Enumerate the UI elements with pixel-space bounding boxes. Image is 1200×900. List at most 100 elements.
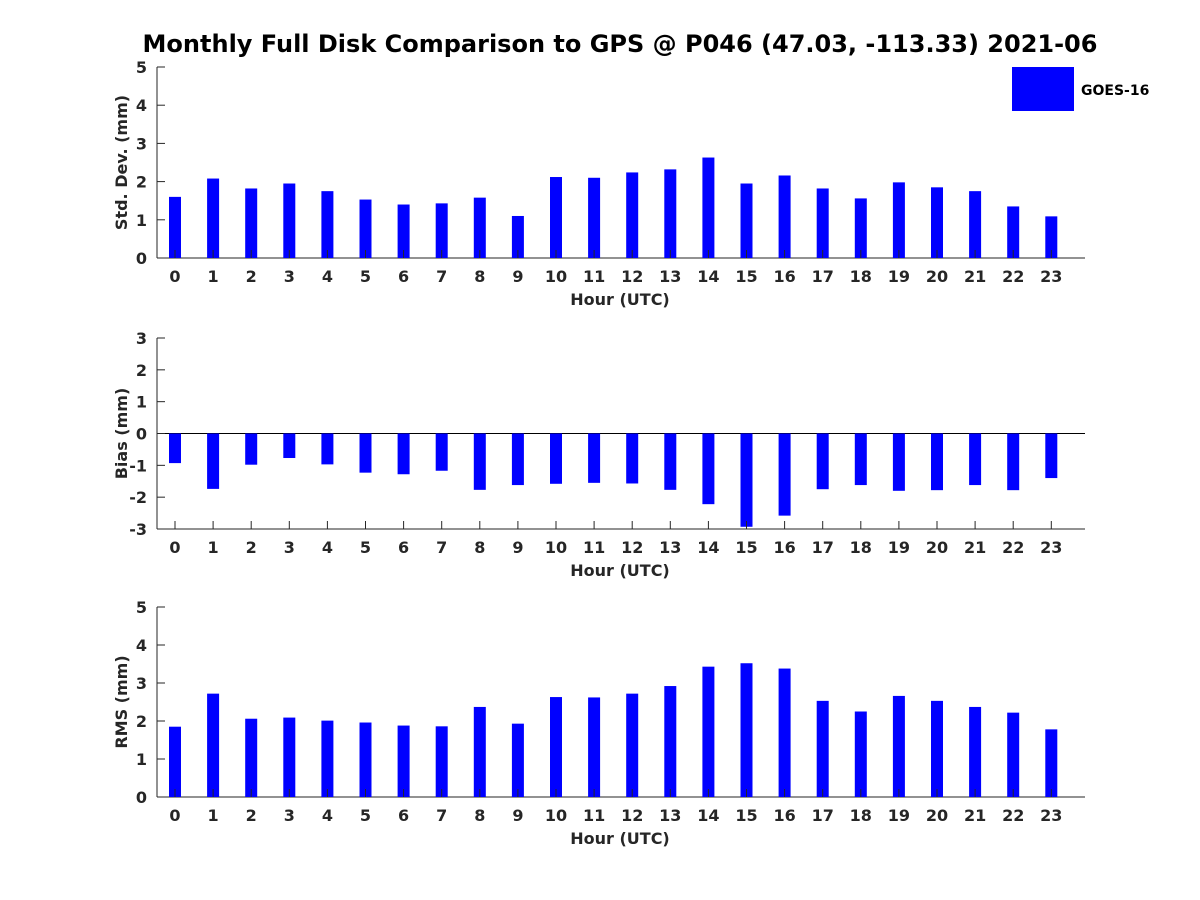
bar <box>626 693 639 797</box>
y-tick-label: 1 <box>136 211 147 230</box>
bar <box>588 433 601 483</box>
bar <box>740 183 753 258</box>
x-tick-label: 14 <box>697 806 719 825</box>
y-tick-label: 2 <box>136 361 147 380</box>
y-tick-label: -1 <box>129 456 147 475</box>
x-tick-label: 23 <box>1040 806 1062 825</box>
bar <box>854 198 867 258</box>
y-axis-label: Bias (mm) <box>112 388 131 480</box>
x-tick-label: 7 <box>436 538 447 557</box>
bar <box>626 433 639 484</box>
y-tick-label: 2 <box>136 173 147 192</box>
bar <box>321 191 334 258</box>
x-tick-label: 8 <box>474 806 485 825</box>
chart-title: Monthly Full Disk Comparison to GPS @ P0… <box>142 30 1098 58</box>
x-tick-label: 15 <box>735 267 757 286</box>
bar <box>283 183 296 258</box>
bar <box>931 700 943 797</box>
bar <box>969 191 982 258</box>
x-tick-label: 2 <box>246 806 257 825</box>
x-tick-label: 4 <box>322 806 333 825</box>
bar <box>664 169 677 258</box>
x-tick-label: 11 <box>583 267 605 286</box>
bar <box>359 722 372 797</box>
bar <box>207 433 220 489</box>
x-tick-label: 7 <box>436 267 447 286</box>
x-axis-label: Hour (UTC) <box>570 561 670 580</box>
bar <box>1007 712 1020 797</box>
y-tick-label: 3 <box>136 134 147 153</box>
x-tick-label: 23 <box>1040 538 1062 557</box>
bar <box>1045 433 1058 479</box>
x-tick-label: 12 <box>621 538 643 557</box>
y-tick-label: 0 <box>136 249 147 268</box>
bar <box>969 433 982 486</box>
x-tick-label: 22 <box>1002 538 1024 557</box>
x-tick-label: 10 <box>545 267 567 286</box>
x-tick-label: 14 <box>697 538 719 557</box>
bar <box>1045 729 1058 797</box>
y-tick-label: 4 <box>136 636 147 655</box>
x-tick-label: 5 <box>360 267 371 286</box>
bar <box>550 177 562 258</box>
y-axis-label: RMS (mm) <box>112 655 131 748</box>
y-tick-label: -3 <box>129 520 147 539</box>
bar <box>931 433 943 491</box>
bar <box>854 711 867 797</box>
bar <box>1007 206 1020 258</box>
x-tick-label: 1 <box>208 806 219 825</box>
bar <box>397 204 410 258</box>
x-tick-label: 7 <box>436 806 447 825</box>
x-tick-label: 11 <box>583 538 605 557</box>
y-axis-label: Std. Dev. (mm) <box>112 95 131 230</box>
legend-swatch <box>1012 67 1074 111</box>
x-tick-label: 18 <box>850 538 872 557</box>
x-tick-label: 19 <box>888 267 910 286</box>
x-tick-label: 17 <box>812 538 834 557</box>
bar <box>435 726 448 797</box>
x-axis-label: Hour (UTC) <box>570 290 670 309</box>
x-tick-label: 0 <box>169 267 180 286</box>
x-tick-label: 10 <box>545 806 567 825</box>
x-tick-label: 3 <box>284 806 295 825</box>
x-tick-label: 12 <box>621 267 643 286</box>
x-tick-label: 20 <box>926 538 948 557</box>
x-tick-label: 4 <box>322 538 333 557</box>
x-tick-label: 8 <box>474 267 485 286</box>
bar <box>854 433 867 486</box>
x-tick-label: 10 <box>545 538 567 557</box>
bar <box>321 433 334 465</box>
legend-label: GOES-16 <box>1081 83 1149 99</box>
bar <box>778 433 791 516</box>
bar <box>588 177 601 258</box>
x-tick-label: 13 <box>659 806 681 825</box>
bar <box>473 197 486 258</box>
x-tick-label: 20 <box>926 806 948 825</box>
x-tick-label: 17 <box>812 267 834 286</box>
bar <box>588 697 601 797</box>
bar <box>892 433 905 491</box>
bar <box>892 695 905 797</box>
y-tick-label: 1 <box>136 750 147 769</box>
bar <box>511 433 524 486</box>
x-tick-label: 6 <box>398 806 409 825</box>
x-tick-label: 9 <box>512 267 523 286</box>
x-tick-label: 14 <box>697 267 719 286</box>
y-tick-label: 5 <box>136 58 147 77</box>
x-tick-label: 21 <box>964 267 986 286</box>
x-tick-label: 21 <box>964 806 986 825</box>
x-tick-label: 0 <box>169 538 180 557</box>
y-tick-label: 0 <box>136 425 147 444</box>
bar <box>397 725 410 797</box>
bar <box>702 157 715 258</box>
y-tick-label: 0 <box>136 788 147 807</box>
x-axis-label: Hour (UTC) <box>570 829 670 848</box>
x-tick-label: 3 <box>284 267 295 286</box>
bar <box>435 433 448 471</box>
bar <box>473 706 486 797</box>
x-tick-label: 1 <box>208 538 219 557</box>
bar <box>283 433 296 459</box>
bar <box>511 215 524 258</box>
x-tick-label: 16 <box>773 267 795 286</box>
